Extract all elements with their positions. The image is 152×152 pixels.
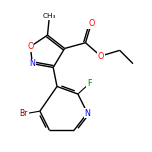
Text: CH₃: CH₃ bbox=[43, 13, 56, 19]
Text: F: F bbox=[87, 79, 92, 88]
Text: Br: Br bbox=[20, 109, 28, 119]
Text: N: N bbox=[85, 109, 90, 117]
Text: O: O bbox=[27, 42, 34, 51]
Text: N: N bbox=[29, 59, 35, 68]
Text: O: O bbox=[98, 52, 104, 60]
Text: O: O bbox=[88, 19, 94, 28]
